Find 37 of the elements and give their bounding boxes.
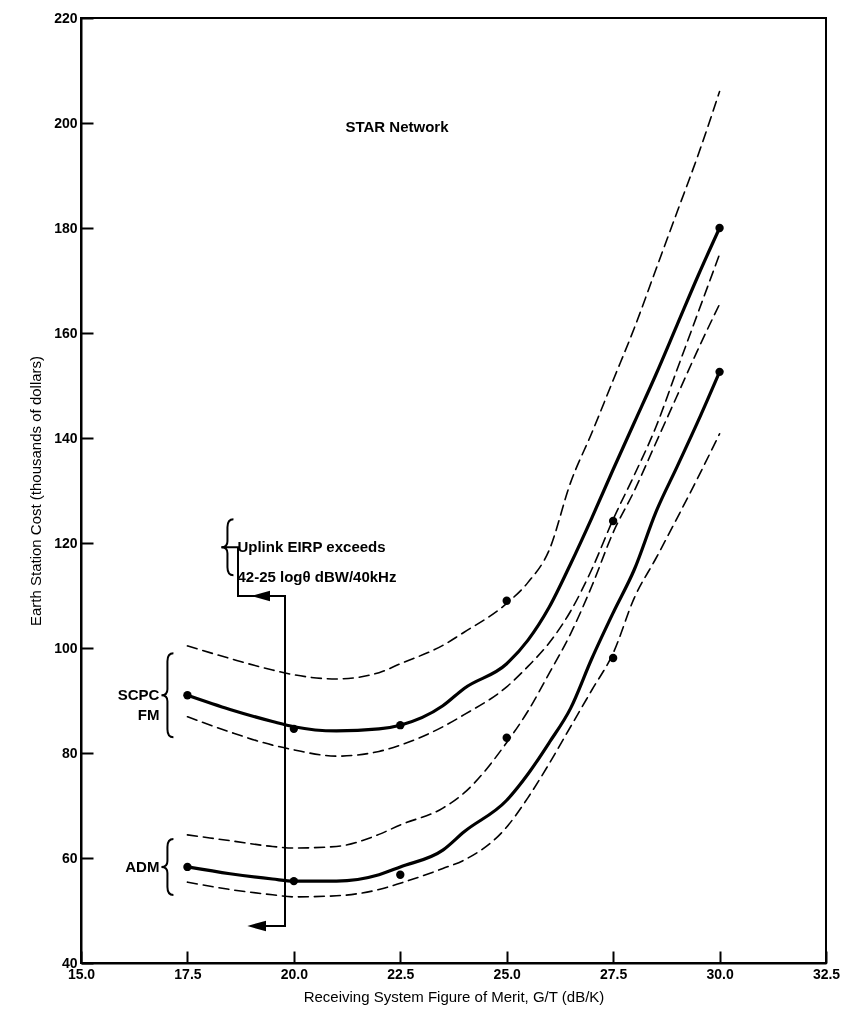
y-tick-label: 120 [54,534,78,551]
y-tick-label: 100 [54,639,78,656]
series-label: ADM [125,857,160,875]
line-series [186,90,721,680]
annotation: Uplink EIRP exceeds 42-25 logθ dBW/40kHz [237,538,397,586]
line-series [186,433,721,898]
point [502,596,511,605]
y-axis-title: Earth Station Cost (thousands of dollars) [27,355,45,627]
point [183,691,192,700]
point [608,653,618,663]
series-label: SCPC FM [117,686,160,724]
x-tick-label: 32.5 [812,965,841,982]
point [289,876,299,886]
point [396,870,405,879]
x-tick-label: 22.5 [387,965,415,982]
x-tick-label: 30.0 [706,965,734,982]
y-tick-label: 160 [54,324,78,341]
x-tick-label: 17.5 [174,965,202,982]
y-tick-label: 80 [61,744,78,761]
point [289,724,299,734]
x-axis-title: Receiving System Figure of Merit, G/T (dB/K) [303,987,605,1005]
y-tick-label: 180 [54,219,78,236]
x-tick-label: 20.0 [280,965,309,982]
x-tick-label: 25.0 [493,965,522,982]
y-tick-label: 60 [61,849,78,866]
x-tick-label: 27.5 [600,965,628,982]
y-tick-label: 140 [54,429,78,446]
y-tick-label: 200 [54,114,78,131]
point [183,862,192,872]
annotation: STAR Network [345,117,450,135]
point [396,721,405,730]
point [608,516,618,526]
point [715,367,724,377]
line-series [186,303,721,849]
point [502,733,511,742]
point [715,223,724,233]
y-tick-label: 220 [54,9,78,26]
